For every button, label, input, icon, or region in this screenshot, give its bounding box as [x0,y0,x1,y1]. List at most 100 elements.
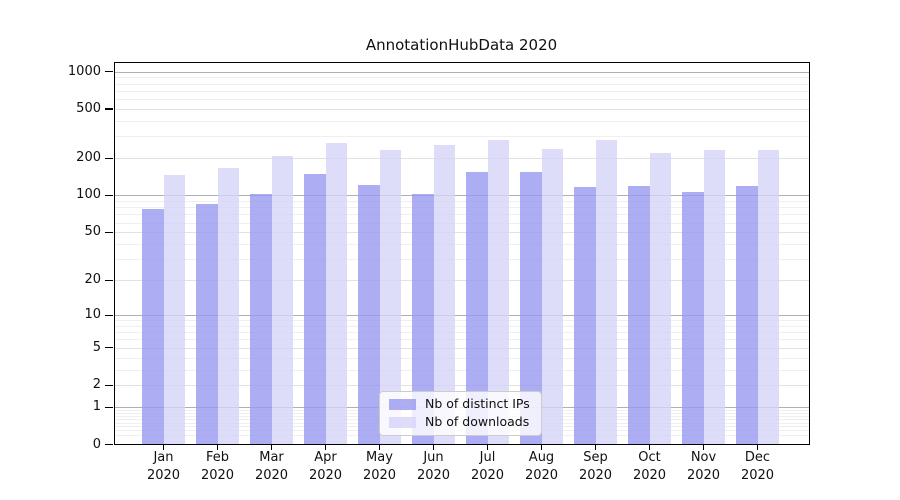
x-tick [757,444,759,450]
bar-nb-of-downloads [487,139,509,445]
legend-item-distinct-ips: Nb of distinct IPs [389,397,530,411]
bar-nb-of-downloads [217,167,239,445]
bar-nb-of-downloads [379,150,401,445]
y-tick [105,347,113,349]
gridline [113,347,810,349]
legend: Nb of distinct IPs Nb of downloads [379,391,542,436]
bar-nb-of-distinct-ips [574,187,596,445]
legend-label-downloads: Nb of downloads [425,414,530,429]
y-tick-label: 10 [84,307,101,323]
legend-swatch-downloads [389,416,416,428]
x-tick [595,444,597,450]
gridline-minor [113,357,810,359]
gridline [113,195,810,197]
y-tick-label: 2 [92,377,101,393]
bar-nb-of-downloads [163,175,185,445]
x-tick [433,444,435,450]
gridline-minor [113,339,810,341]
x-tick-label: Mar 2020 [254,450,289,483]
x-tick-label: May 2020 [362,450,397,483]
legend-item-downloads: Nb of downloads [389,415,530,429]
gridline-minor [113,259,810,261]
x-tick-label: Jan 2020 [146,450,181,483]
gridline [113,232,810,234]
gridline [113,315,810,317]
gridline-minor [113,320,810,322]
bar-nb-of-distinct-ips [520,172,542,445]
bar-nb-of-downloads [433,144,455,445]
gridline [113,280,810,282]
x-tick-label: Sep 2020 [578,450,613,483]
y-tick [105,406,113,408]
bar-nb-of-downloads [541,149,563,445]
y-tick [105,314,113,316]
bar-nb-of-downloads [325,143,347,445]
bar-nb-of-distinct-ips [196,204,218,445]
y-tick [105,444,113,446]
gridline-minor [113,120,810,122]
gridline-minor [113,200,810,202]
y-tick [105,194,113,197]
bar-nb-of-distinct-ips [358,185,380,445]
x-tick-label: Jul 2020 [470,450,505,483]
bar-nb-of-downloads [649,152,671,445]
gridline [113,385,810,387]
gridline-minor [113,222,810,224]
y-tick-label: 5 [92,339,101,355]
gridline-minor [113,369,810,371]
legend-swatch-distinct-ips [389,398,416,410]
gridline-minor [113,332,810,334]
bar-nb-of-distinct-ips [466,171,488,445]
x-tick [703,444,705,450]
gridline [113,71,810,73]
gridline-minor [113,136,810,138]
y-tick-label: 100 [76,187,101,203]
y-tick [105,71,113,73]
legend-label-distinct-ips: Nb of distinct IPs [425,396,530,411]
gridline-minor [113,207,810,209]
y-tick-label: 20 [84,272,101,288]
bar-nb-of-distinct-ips [250,193,272,445]
y-tick [105,231,113,233]
gridline [113,158,810,160]
x-tick [487,444,489,450]
bar-nb-of-distinct-ips [412,193,434,445]
gridline-minor [113,244,810,246]
y-tick-label: 1000 [67,63,101,79]
y-tick [105,384,113,386]
x-tick-label: Oct 2020 [632,450,667,483]
gridline-minor [113,77,810,79]
y-tick-label: 1 [92,399,101,415]
bar-nb-of-distinct-ips [736,186,758,445]
x-tick-label: Aug 2020 [524,450,559,483]
y-tick-label: 0 [92,436,101,452]
y-tick [105,157,113,159]
gridline-minor [113,99,810,101]
bar-nb-of-downloads [703,150,725,445]
gridline-minor [113,83,810,85]
plot-area [113,61,810,445]
x-tick-label: Apr 2020 [308,450,343,483]
gridline [113,108,810,110]
bar-nb-of-distinct-ips [628,185,650,445]
gridline-minor [113,214,810,216]
x-tick-label: Feb 2020 [200,450,235,483]
x-tick-label: Nov 2020 [686,450,721,483]
x-tick [649,444,651,450]
x-tick-label: Dec 2020 [740,450,775,483]
bar-nb-of-downloads [757,149,779,445]
x-tick-label: Jun 2020 [416,450,451,483]
x-tick [271,444,273,450]
y-tick-label: 200 [76,150,101,166]
bar-nb-of-distinct-ips [682,192,704,445]
y-tick-label: 500 [76,100,101,116]
y-tick [105,279,113,281]
x-tick [379,444,381,450]
bar-nb-of-downloads [595,140,617,445]
chart-title: AnnotationHubData 2020 [365,36,558,54]
y-tick-label: 50 [84,224,101,240]
x-tick [163,444,165,450]
x-tick [325,444,327,450]
bar-nb-of-downloads [271,155,293,445]
